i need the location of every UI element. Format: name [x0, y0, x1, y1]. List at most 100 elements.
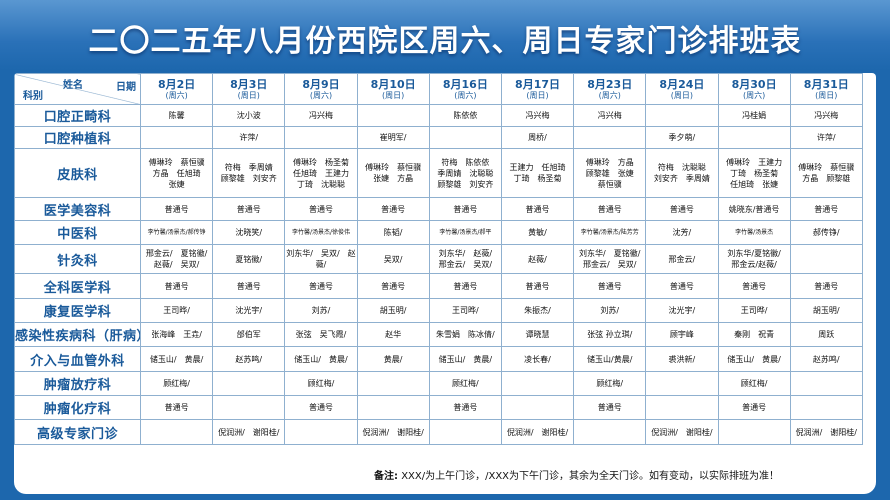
- schedule-cell: 许萍/: [789, 126, 863, 149]
- schedule-cell: 冯桂娟: [717, 104, 791, 127]
- schedule-cell: [428, 126, 502, 149]
- date-header-cell: 8月2日 (周六): [139, 73, 214, 105]
- date-header-date: 8月30日: [731, 77, 777, 91]
- schedule-cell: 傅琳玲 杨圣菊 任旭琦 王建力 丁琦 沈聪聪: [284, 148, 358, 198]
- department-name: 口腔正畸科: [14, 104, 141, 127]
- schedule-cell: 刘东华/ 夏铭徽/ 邢金云/ 吴双/: [573, 244, 647, 274]
- department-name: 皮肤科: [14, 148, 141, 198]
- schedule-cell: 顾宇峰: [645, 322, 719, 347]
- schedule-cell: 普通号: [356, 197, 430, 221]
- schedule-cell: 沈光宇/: [645, 298, 719, 323]
- table-row: 医学美容科 普通号 普通号 普通号 普通号 普通号 普通号 普通号 普通号 姚晓东/普通号 普通号: [14, 197, 863, 221]
- schedule-cell: 普通号: [573, 197, 647, 221]
- schedule-cell: 顾红梅/: [428, 371, 502, 396]
- schedule-cell: 符梅 沈聪聪 刘安齐 季周婧: [645, 148, 719, 198]
- schedule-cell: 普通号: [717, 395, 791, 420]
- schedule-cell: 季夕萌/: [645, 126, 719, 149]
- dept-label: 科别: [23, 91, 43, 102]
- schedule-cell: 冯兴梅: [789, 104, 863, 127]
- schedule-cell: 顾红梅/: [717, 371, 791, 396]
- schedule-cell: [356, 371, 430, 396]
- schedule-panel: 姓名 日期 科别 8月2日 (周六) 8月3日 (周日) 8月9日 (周六) 8月10日 (周…: [14, 73, 876, 494]
- schedule-cell: 符梅 陈依依 季周婧 沈聪聪 顾黎雄 刘安齐: [428, 148, 502, 198]
- schedule-cell: 赵苏鸣/: [789, 346, 863, 372]
- schedule-cell: 储玉山/黄晨/: [573, 346, 647, 372]
- footnote: 备注: XXX/为上午门诊，/XXX为下午门诊，其余为全天门诊。如有变动，以实际…: [374, 467, 779, 482]
- schedule-cell: 刘东华/夏铭徽/ 邢金云/赵薇/: [717, 244, 791, 274]
- schedule-cell: 谭晓慧: [500, 322, 575, 347]
- table-row: 肿瘤放疗科 顾红梅/顾红梅/顾红梅/顾红梅/顾红梅/: [14, 371, 863, 396]
- date-header-date: 8月16日: [442, 77, 488, 91]
- table-row: 肿瘤化疗科 普通号 普通号 普通号 普通号 普通号: [14, 395, 863, 420]
- schedule-cell: 顾红梅/: [573, 371, 647, 396]
- date-header-cell: 8月17日 (周日): [500, 73, 575, 105]
- schedule-cell: 傅琳玲 蔡恒骥 方晶 任旭琦 张婕: [139, 148, 214, 198]
- schedule-table: 姓名 日期 科别 8月2日 (周六) 8月3日 (周日) 8月9日 (周六) 8月10日 (周…: [14, 73, 863, 445]
- table-header-row: 姓名 日期 科别 8月2日 (周六) 8月3日 (周日) 8月9日 (周六) 8月10日 (周…: [14, 73, 863, 105]
- department-name: 医学美容科: [14, 197, 141, 221]
- schedule-cell: [573, 126, 647, 149]
- schedule-cell: [428, 419, 502, 445]
- schedule-cell: 普通号: [284, 273, 358, 299]
- schedule-cell: [645, 371, 719, 396]
- schedule-cell: 普通号: [645, 197, 719, 221]
- schedule-cell: [500, 395, 575, 420]
- date-header-date: 8月3日: [230, 77, 268, 91]
- date-label: 日期: [116, 82, 136, 93]
- schedule-cell: 沈光宇/: [212, 298, 286, 323]
- schedule-cell: 普通号: [428, 273, 502, 299]
- schedule-cell: 胡玉明/: [789, 298, 863, 323]
- schedule-cell: 普通号: [284, 197, 358, 221]
- schedule-cell: 赵苏鸣/: [212, 346, 286, 372]
- schedule-cell: [645, 395, 719, 420]
- schedule-cell: 顾红梅/: [139, 371, 214, 396]
- schedule-cell: [356, 395, 430, 420]
- schedule-cell: 胡玉明/: [356, 298, 430, 323]
- schedule-cell: 冯兴梅: [573, 104, 647, 127]
- schedule-cell: 普通号: [212, 197, 286, 221]
- schedule-cell: 刘东华/ 赵薇/ 邢金云/ 吴双/: [428, 244, 502, 274]
- schedule-cell: 许萍/: [212, 126, 286, 149]
- schedule-cell: 裘洪新/: [645, 346, 719, 372]
- schedule-cell: 李竹馨/汤景杰/郝平: [428, 220, 502, 245]
- schedule-cell: 朱振杰/: [500, 298, 575, 323]
- schedule-cell: [500, 371, 575, 396]
- date-header-weekday: (周六): [742, 90, 766, 100]
- schedule-cell: 普通号: [284, 395, 358, 420]
- schedule-cell: 刘苏/: [573, 298, 647, 323]
- schedule-cell: 王司晔/: [717, 298, 791, 323]
- schedule-cell: 储玉山/ 黄晨/: [139, 346, 214, 372]
- date-header-date: 8月9日: [302, 77, 340, 91]
- schedule-cell: 普通号: [645, 273, 719, 299]
- table-row: 康复医学科 王司晔/沈光宇/刘苏/胡玉明/王司晔/朱振杰/刘苏/沈光宇/王司晔/胡…: [14, 298, 863, 323]
- table-row: 针灸科 邢金云/ 夏铭徽/ 赵薇/ 吴双/夏铭徽/刘东华/ 吴双/ 赵薇/吴双/刘…: [14, 244, 863, 274]
- schedule-cell: [789, 371, 863, 396]
- department-name: 感染性疾病科（肝病）: [14, 322, 141, 347]
- date-header-date: 8月23日: [587, 77, 633, 91]
- schedule-cell: 傅琳玲 蔡恒骥 张婕 方晶: [356, 148, 430, 198]
- department-name: 针灸科: [14, 244, 141, 274]
- schedule-cell: 邰伯军: [212, 322, 286, 347]
- schedule-cell: 崔明军/: [356, 126, 430, 149]
- schedule-cell: 黄敏/: [500, 220, 575, 245]
- date-header-date: 8月31日: [803, 77, 849, 91]
- schedule-cell: 陈韬/: [356, 220, 430, 245]
- schedule-cell: 冯兴梅: [284, 104, 358, 127]
- schedule-cell: [717, 126, 791, 149]
- schedule-cell: [356, 104, 430, 127]
- table-row: 口腔正畸科 陈馨 沈小波 冯兴梅 陈依依 冯兴梅 冯兴梅 冯桂娟 冯兴梅: [14, 104, 863, 127]
- schedule-cell: 周桥/: [500, 126, 575, 149]
- date-header-cell: 8月31日 (周日): [789, 73, 863, 105]
- date-header-weekday: (周日): [382, 90, 405, 100]
- date-header-cell: 8月30日 (周六): [717, 73, 791, 105]
- department-name: 口腔种植科: [14, 126, 141, 149]
- schedule-cell: 沈晓笑/: [212, 220, 286, 245]
- schedule-cell: [573, 419, 647, 445]
- schedule-cell: 陈依依: [428, 104, 502, 127]
- schedule-cell: 李竹馨/汤景杰/徐俊伟: [284, 220, 358, 245]
- schedule-cell: 普通号: [139, 197, 214, 221]
- date-header-weekday: (周六): [598, 90, 621, 100]
- date-header-cell: 8月16日 (周六): [428, 73, 502, 105]
- department-name: 康复医学科: [14, 298, 141, 323]
- schedule-cell: [212, 395, 286, 420]
